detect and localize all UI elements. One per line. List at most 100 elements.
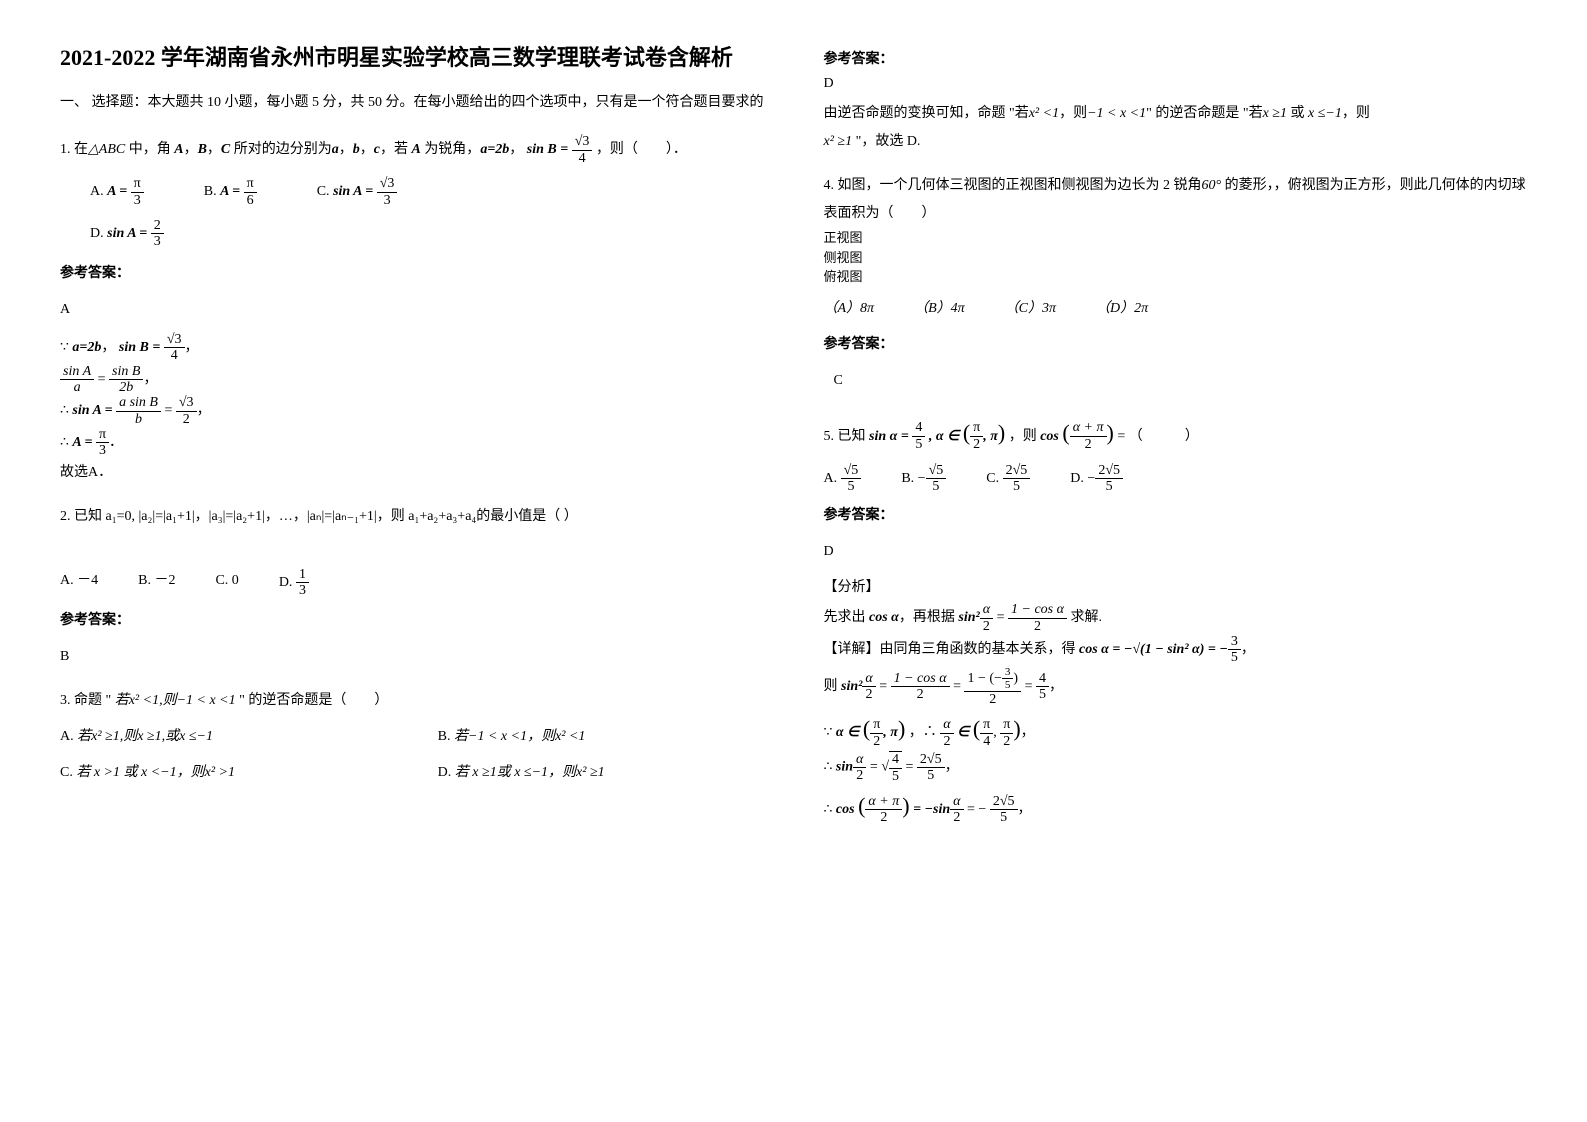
fraction: 2√55	[917, 752, 945, 784]
q1-step4: ∴ A = π3．	[60, 427, 764, 459]
text: ∴	[60, 403, 72, 418]
answer: D	[824, 538, 1528, 566]
q2-stem: 2. 已知 a₁=0, |a₂|=|a₁+1|，|a₃|=|a₂+1|，…，|a…	[60, 503, 764, 531]
text: x ≥1	[1263, 106, 1287, 121]
text: ，	[339, 143, 353, 158]
numerator: α	[862, 671, 875, 687]
text: 若 x >1 或 x <−1，则x² >1	[76, 765, 235, 780]
numerator: 2√5	[1003, 463, 1031, 479]
denominator: 2	[176, 412, 197, 427]
denominator: 2	[1008, 619, 1067, 634]
numerator: α	[950, 794, 963, 810]
text: , π	[883, 725, 898, 740]
numerator: 3	[1002, 666, 1014, 679]
option-c: C. 2√55	[986, 463, 1030, 495]
fraction: 1 − cos α2	[1008, 602, 1067, 634]
denominator: 3	[377, 193, 398, 208]
numerator: 4	[912, 420, 925, 436]
option-c: C. sin A = √33	[317, 176, 398, 208]
text: 5. 已知	[824, 429, 870, 444]
option-a: A. －4	[60, 567, 98, 599]
numerator: π	[870, 717, 883, 733]
text: =	[953, 679, 964, 694]
denominator: 5	[841, 479, 862, 494]
text: ，∴	[909, 725, 941, 740]
text: ，若	[380, 143, 412, 158]
text: 1. 在	[60, 143, 88, 158]
label: C.	[317, 184, 330, 199]
question-2: 2. 已知 a₁=0, |a₂|=|a₁+1|，|a₃|=|a₂+1|，…，|a…	[60, 503, 764, 671]
text: 60°	[1202, 178, 1222, 193]
numerator: √5	[841, 463, 862, 479]
fraction: 35	[1228, 634, 1241, 666]
q1-step1: ∵ a=2b， sin B = √34，	[60, 332, 764, 364]
fraction: π2	[1000, 717, 1013, 749]
denominator: b	[116, 412, 161, 427]
text: 若 x ≥1或 x ≤−1，则x² ≥1	[455, 765, 605, 780]
text: 为锐角，	[421, 143, 481, 158]
title: 2021-2022 学年湖南省永州市明星实验学校高三数学理联考试卷含解析	[60, 40, 764, 72]
numerator: 2√5	[1095, 463, 1123, 479]
numerator: √3	[176, 395, 197, 411]
text: "，故选 D.	[852, 134, 920, 149]
q3-options-row2: C. 若 x >1 或 x <−1，则x² >1 D. 若 x ≥1或 x ≤−…	[60, 759, 764, 787]
text: sin²	[841, 679, 862, 694]
q1-final: 故选A．	[60, 459, 764, 487]
question-3: 3. 命题 " 若x² <1,则−1 < x <1 " 的逆否命题是（ ） A.…	[60, 687, 764, 787]
fraction: π4	[980, 717, 993, 749]
text: sin A =	[107, 226, 147, 241]
text: （ ）	[1129, 429, 1199, 444]
text: C	[221, 143, 230, 158]
text: =	[870, 760, 881, 775]
paren: (	[963, 420, 970, 445]
text: ∵	[824, 725, 836, 740]
sqrt: √	[881, 760, 889, 775]
numerator: √3	[377, 176, 398, 192]
option-d: D. sin A = 23	[90, 226, 164, 241]
analysis-label: 【分析】	[824, 574, 1528, 602]
q3-stem: 3. 命题 " 若x² <1,则−1 < x <1 " 的逆否命题是（ ）	[60, 687, 764, 715]
numerator: 2√5	[990, 794, 1018, 810]
denominator: 3	[296, 583, 309, 598]
numerator: π	[980, 717, 993, 733]
text: )	[1013, 671, 1018, 686]
denominator: 2	[1070, 437, 1107, 452]
fraction: 13	[296, 567, 309, 599]
option-b: B. 若−1 < x <1，则x² <1	[438, 723, 586, 751]
text: cos	[1040, 429, 1059, 444]
numerator: √3	[164, 332, 185, 348]
text: A	[174, 143, 183, 158]
text: a	[332, 143, 339, 158]
text: 求解.	[1070, 610, 1102, 625]
option-a: A. 若x² ≥1,则x ≥1,或x ≤−1	[60, 723, 398, 751]
q1-step2: sin Aa = sin B2b，	[60, 364, 764, 396]
fraction: α2	[940, 717, 953, 749]
left-column: 2021-2022 学年湖南省永州市明星实验学校高三数学理联考试卷含解析 一、 …	[60, 40, 764, 844]
view-side: 侧视图	[824, 248, 1528, 268]
denominator: 3	[96, 443, 109, 458]
text: 则	[824, 679, 842, 694]
fraction: α2	[862, 671, 875, 703]
numerator: sin B	[109, 364, 143, 380]
denominator: 4	[572, 151, 593, 166]
question-1: 1. 在△ABC 中，角 A，B，C 所对的边分别为a，b，c，若 A 为锐角，…	[60, 134, 764, 486]
text: A	[411, 143, 420, 158]
fraction: 45	[912, 420, 925, 452]
text: , π	[983, 429, 998, 444]
denominator: 5	[912, 437, 925, 452]
text: 由逆否命题的变换可知，命题 "若	[824, 106, 1029, 121]
text: b	[353, 143, 360, 158]
option-a: （A）8π	[824, 295, 875, 323]
numerator: 1 − cos α	[1008, 602, 1067, 618]
denominator: 2	[891, 687, 950, 702]
denominator: 2b	[109, 380, 143, 395]
denominator: a	[60, 380, 94, 395]
numerator: 2	[151, 218, 164, 234]
numerator: α + π	[865, 794, 902, 810]
text: ，	[1021, 725, 1035, 740]
fraction: π3	[96, 427, 109, 459]
numerator: 2√5	[917, 752, 945, 768]
text: sin	[836, 760, 853, 775]
numerator: sin A	[60, 364, 94, 380]
denominator: 5	[1003, 479, 1031, 494]
